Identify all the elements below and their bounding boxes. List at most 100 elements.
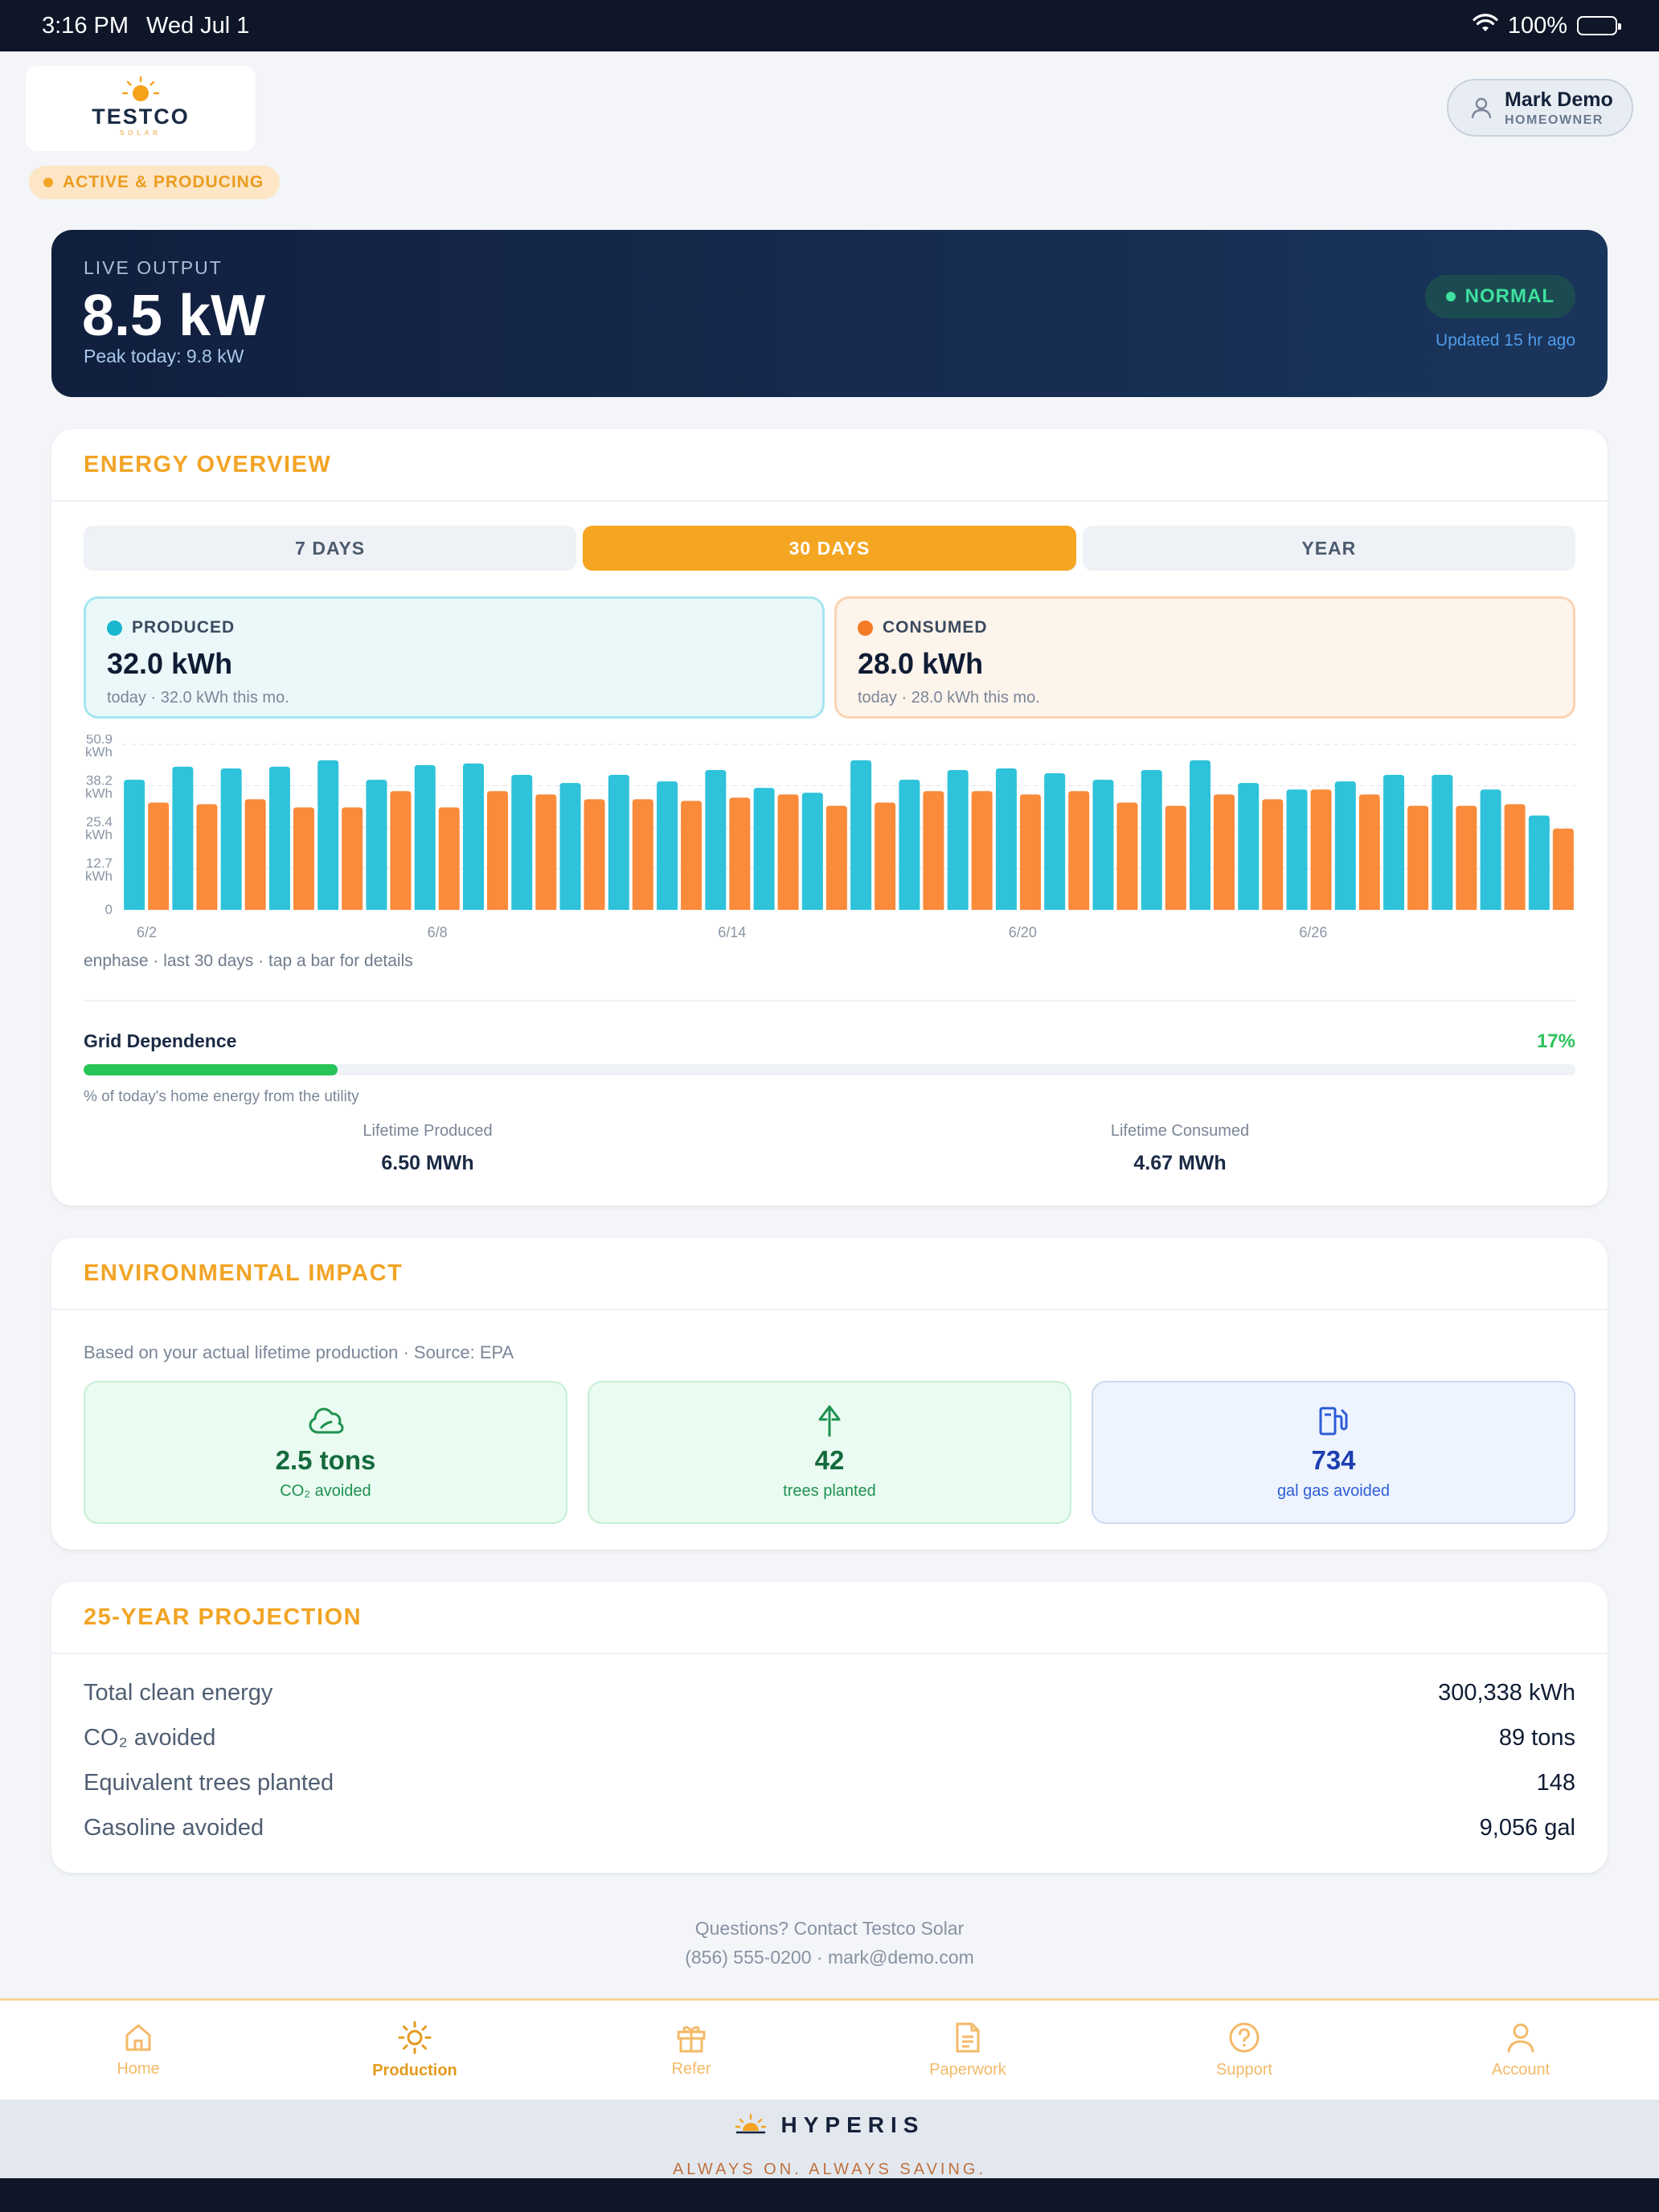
bottom-tab-bar: Home Production Refer Paperwork Support … [0,1998,1659,2099]
tab-refer[interactable]: Refer [553,2001,830,2099]
bar-consumed-6-24[interactable] [1214,794,1235,910]
projection-row-value: 300,338 kWh [1438,1680,1575,1706]
bar-produced-6-27[interactable] [1334,781,1356,910]
bar-produced-6-29[interactable] [1432,775,1453,910]
projection-row: Total clean energy 300,338 kWh [84,1680,1575,1706]
projection-row-value: 89 tons [1498,1725,1575,1751]
live-output-card: LIVE OUTPUT 8.5 kW Peak today: 9.8 kW NO… [51,230,1608,397]
tab-production[interactable]: Production [276,2001,553,2099]
user-icon [1507,2023,1534,2053]
bar-produced-6-9[interactable] [463,763,484,910]
bar-produced-6-23[interactable] [1141,769,1162,910]
bar-produced-6-15[interactable] [753,788,775,910]
grid-dependence-fill [84,1064,338,1075]
user-icon [1471,97,1492,119]
contact-line-2[interactable]: (856) 555-0200 · mark@demo.com [685,1947,974,1968]
bar-produced-6-7[interactable] [366,780,387,910]
user-profile-button[interactable]: Mark Demo HOMEOWNER [1447,79,1633,137]
app-header: TESTCO SOLAR ACTIVE & PRODUCING Mark Dem… [0,51,1659,207]
bar-produced-6-30[interactable] [1480,789,1501,910]
bar-consumed-6-15[interactable] [777,794,799,910]
bar-consumed-7-1[interactable] [1552,828,1574,910]
bar-produced-6-6[interactable] [317,760,339,910]
bar-produced-6-11[interactable] [559,783,581,910]
bar-consumed-6-12[interactable] [632,799,653,910]
bar-consumed-6-21[interactable] [1068,791,1090,910]
bar-produced-6-10[interactable] [511,775,533,910]
bar-consumed-6-30[interactable] [1504,804,1526,910]
bar-consumed-6-20[interactable] [1019,794,1041,910]
bar-produced-6-3[interactable] [172,766,194,910]
help-icon [1229,2022,1260,2053]
bar-consumed-6-2[interactable] [148,802,170,910]
bar-consumed-6-25[interactable] [1262,799,1284,910]
bar-consumed-6-9[interactable] [487,791,508,910]
bar-produced-6-17[interactable] [850,760,872,910]
bar-produced-6-16[interactable] [801,793,823,910]
bar-consumed-6-27[interactable] [1358,794,1380,910]
user-role: HOMEOWNER [1505,113,1604,127]
bar-produced-6-4[interactable] [220,768,242,910]
bar-consumed-6-11[interactable] [584,799,605,910]
tab-account[interactable]: Account [1382,2001,1659,2099]
tab-year[interactable]: YEAR [1082,526,1575,571]
peak-today: Peak today: 9.8 kW [84,346,244,367]
y-tick-label: 50.9 kWh [85,735,113,760]
bar-consumed-6-17[interactable] [875,802,896,910]
bar-consumed-6-28[interactable] [1407,805,1429,910]
bar-produced-6-20[interactable] [995,768,1017,910]
projection-row-label: Gasoline avoided [84,1815,264,1841]
bar-consumed-6-14[interactable] [729,797,751,910]
bar-consumed-6-26[interactable] [1310,789,1332,910]
bar-produced-6-18[interactable] [899,780,920,910]
tab-paperwork[interactable]: Paperwork [830,2001,1106,2099]
trees-planted-tile: 42 trees planted [588,1381,1071,1524]
bar-produced-6-24[interactable] [1190,760,1210,910]
bar-consumed-6-18[interactable] [923,791,944,910]
bar-produced-6-12[interactable] [608,775,629,910]
brand-name-row: HYPERIS [0,2112,1659,2138]
bar-produced-6-22[interactable] [1092,780,1114,910]
y-tick-label: 0 [105,902,113,917]
bar-produced-6-14[interactable] [705,769,727,910]
bar-produced-6-26[interactable] [1286,789,1308,910]
x-tick-label: 6/20 [1009,924,1037,940]
bar-produced-6-25[interactable] [1238,783,1260,910]
co2-avoided-value: 2.5 tons [275,1445,376,1475]
tab-home[interactable]: Home [0,2001,276,2099]
environmental-impact-sub: Based on your actual lifetime production… [84,1342,514,1362]
bar-produced-7-1[interactable] [1528,815,1550,910]
live-output-value: 8.5 kW [82,284,266,348]
bar-consumed-6-10[interactable] [535,794,557,910]
tab-30-days[interactable]: 30 DAYS [583,526,1076,571]
consumed-sub: today · 28.0 kWh this mo. [858,689,1040,707]
bar-consumed-6-22[interactable] [1116,802,1138,910]
bar-consumed-6-8[interactable] [438,807,460,910]
bar-consumed-6-13[interactable] [681,801,703,910]
bar-consumed-6-23[interactable] [1165,805,1186,910]
grid-dependence-percent: 17% [1536,1030,1575,1052]
bar-consumed-6-7[interactable] [390,791,412,910]
bar-consumed-6-29[interactable] [1456,805,1477,910]
bar-consumed-6-4[interactable] [244,799,266,910]
system-status-label: ACTIVE & PRODUCING [63,173,264,191]
bar-consumed-6-19[interactable] [971,791,993,910]
bar-produced-6-19[interactable] [947,769,969,910]
x-tick-label: 6/8 [428,924,448,940]
bar-consumed-6-5[interactable] [293,807,314,910]
range-tabs: 7 DAYS 30 DAYS YEAR [84,526,1575,571]
projection-row-label: Total clean energy [84,1680,273,1706]
bar-produced-6-5[interactable] [268,766,290,910]
bar-consumed-6-6[interactable] [342,807,363,910]
bar-consumed-6-3[interactable] [196,804,218,910]
bar-produced-6-21[interactable] [1044,773,1066,910]
bar-produced-6-28[interactable] [1383,775,1405,910]
consumed-value: 28.0 kWh [858,647,984,680]
bar-produced-6-13[interactable] [657,781,678,910]
bar-produced-6-8[interactable] [414,764,436,910]
bar-consumed-6-16[interactable] [825,805,847,910]
tab-7-days[interactable]: 7 DAYS [84,526,577,571]
bar-produced-6-2[interactable] [124,780,145,910]
tab-support[interactable]: Support [1106,2001,1382,2099]
grid-dependence-bar [84,1064,1575,1075]
